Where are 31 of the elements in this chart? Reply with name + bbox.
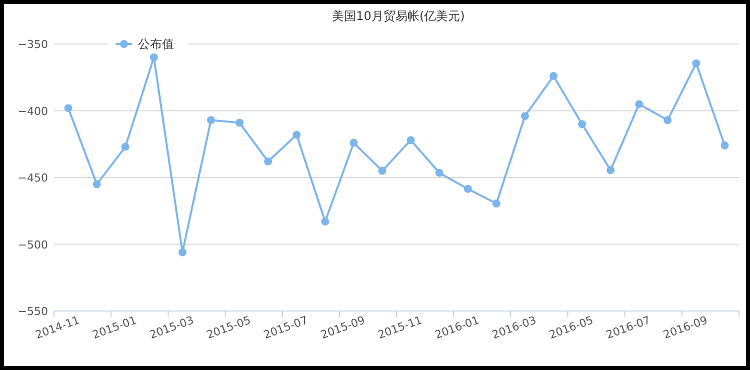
- point: [664, 116, 672, 124]
- point: [492, 200, 500, 208]
- y-tick-label: −500: [18, 238, 48, 252]
- y-tick-label: −450: [18, 172, 48, 184]
- legend-label: 公布值: [138, 37, 174, 51]
- point: [549, 72, 558, 80]
- point: [378, 166, 386, 175]
- point: [720, 141, 729, 150]
- y-tick-label: −550: [18, 305, 48, 318]
- point: [264, 157, 272, 166]
- chart-title: 美国10月贸易帐(亿美元): [332, 9, 465, 23]
- point: [635, 100, 644, 108]
- point: [350, 138, 358, 147]
- point: [321, 218, 330, 226]
- y-tick-label: −400: [18, 104, 48, 118]
- point: [150, 53, 158, 62]
- point: [406, 136, 415, 144]
- point: [578, 120, 586, 128]
- point: [692, 59, 700, 68]
- point: [520, 112, 529, 120]
- point: [236, 118, 244, 127]
- point: [178, 248, 186, 256]
- point: [606, 166, 615, 174]
- y-tick-label: −350: [18, 38, 48, 51]
- point: [121, 142, 130, 151]
- point: [292, 130, 301, 139]
- point: [435, 168, 444, 177]
- point: [464, 184, 472, 193]
- point: [64, 104, 72, 112]
- point: [206, 116, 215, 124]
- point: [92, 180, 101, 188]
